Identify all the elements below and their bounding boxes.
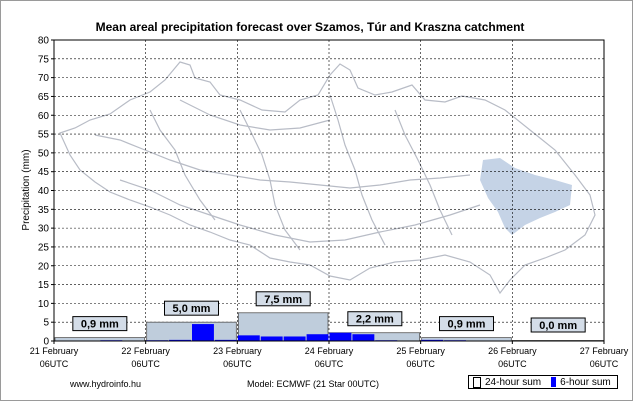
bar-6h-8 <box>237 335 260 341</box>
x-tick-label-time-4: 06UTC <box>406 359 435 369</box>
map-outline <box>59 61 596 295</box>
bar-6h-11 <box>306 334 329 341</box>
bar-6h-12 <box>329 332 352 341</box>
bar-6h-5 <box>169 339 191 341</box>
legend-label-24h: 24-hour sum <box>485 376 542 388</box>
y-tick-label-4: 20 <box>38 261 50 272</box>
bar-6h-16 <box>421 339 444 341</box>
y-tick-label-8: 40 <box>38 186 50 197</box>
y-tick-label-1: 5 <box>43 318 49 329</box>
x-tick-label-day-4: 25 February <box>396 346 445 356</box>
bar-6h-7 <box>214 339 237 341</box>
x-tick-label-day-3: 24 February <box>305 346 354 356</box>
x-tick-label-day-2: 23 February <box>213 346 262 356</box>
bar-label-1: 5,0 mm <box>173 303 211 315</box>
y-tick-label-7: 35 <box>38 205 50 216</box>
map-river-1 <box>94 134 471 189</box>
map-river-6 <box>179 99 331 131</box>
y-tick-label-9: 45 <box>38 167 50 178</box>
bar-label-box-4 <box>439 316 494 332</box>
bar-6h-10 <box>283 336 306 341</box>
y-axis-label: Precipitation (mm) <box>21 149 32 230</box>
y-tick-label-16: 80 <box>38 36 50 47</box>
x-tick-label-day-5: 26 February <box>488 346 537 356</box>
x-tick-label-time-1: 06UTC <box>131 359 160 369</box>
x-tick-label-time-0: 06UTC <box>40 359 69 369</box>
chart-title: Mean areal precipitation forecast over S… <box>96 20 525 34</box>
map-river-3 <box>239 109 301 251</box>
bar-label-box-2 <box>255 291 311 307</box>
bar-label-box-5 <box>530 317 586 333</box>
bar-24h-0 <box>54 337 146 342</box>
bar-label-2: 7,5 mm <box>264 294 302 306</box>
bar-6h-6 <box>192 324 214 341</box>
map-river-7 <box>119 179 481 243</box>
x-tick-label-day-6: 27 February <box>580 346 629 356</box>
legend-swatch-24h <box>473 376 481 388</box>
x-tick-label-time-2: 06UTC <box>223 359 252 369</box>
bar-6h-9 <box>260 336 283 341</box>
bar-label-box-0 <box>72 316 128 332</box>
x-tick-label-day-0: 21 February <box>30 346 79 356</box>
footer-url: www.hydroinfo.hu <box>70 379 142 389</box>
y-tick-label-11: 55 <box>38 130 50 141</box>
footer-model: Model: ECMWF (21 Star 00UTC) <box>247 379 380 389</box>
legend-label-6h: 6-hour sum <box>560 376 611 388</box>
legend-swatch-6h <box>551 377 557 387</box>
x-tick-label-time-5: 06UTC <box>498 359 527 369</box>
bar-label-0: 0,9 mm <box>81 319 119 331</box>
x-tick-label-day-1: 22 February <box>121 346 170 356</box>
y-tick-label-6: 30 <box>38 224 50 235</box>
bar-label-box-3 <box>347 311 403 327</box>
bar-label-3: 2,2 mm <box>356 314 394 326</box>
bar-6h-13 <box>352 334 375 341</box>
bar-value-labels: 0,9 mm 5,0 mm 7,5 mm 2,2 mm 0,9 mm 0,0 mm <box>72 291 586 333</box>
y-tick-label-5: 25 <box>38 242 50 253</box>
map-river-5 <box>394 109 453 236</box>
y-tick-label-2: 10 <box>38 299 50 310</box>
chart-legend: 24-hour sum 6-hour sum <box>468 375 618 389</box>
chart-axes: 0 5 10 15 20 25 30 35 40 45 50 55 60 65 70 75 80 21 Febru… <box>30 36 629 370</box>
y-tick-label-15: 75 <box>38 54 50 65</box>
bar-label-5: 0,0 mm <box>539 320 577 332</box>
bar-label-4: 0,9 mm <box>448 319 486 331</box>
y-tick-label-13: 65 <box>38 92 50 103</box>
bar-24h-1 <box>146 321 237 342</box>
y-tick-label-3: 15 <box>38 280 50 291</box>
map-river-2 <box>149 109 216 221</box>
x-tick-label-time-3: 06UTC <box>315 359 344 369</box>
y-tick-label-0: 0 <box>43 337 49 348</box>
catchment-map-icon <box>59 61 596 295</box>
map-river-4 <box>329 94 386 246</box>
y-tick-label-12: 60 <box>38 111 50 122</box>
x-tick-label-time-6: 06UTC <box>590 359 619 369</box>
bar-label-box-1 <box>164 300 219 316</box>
y-tick-label-14: 70 <box>38 73 50 84</box>
map-highlight <box>480 158 572 235</box>
y-tick-label-10: 50 <box>38 148 50 159</box>
